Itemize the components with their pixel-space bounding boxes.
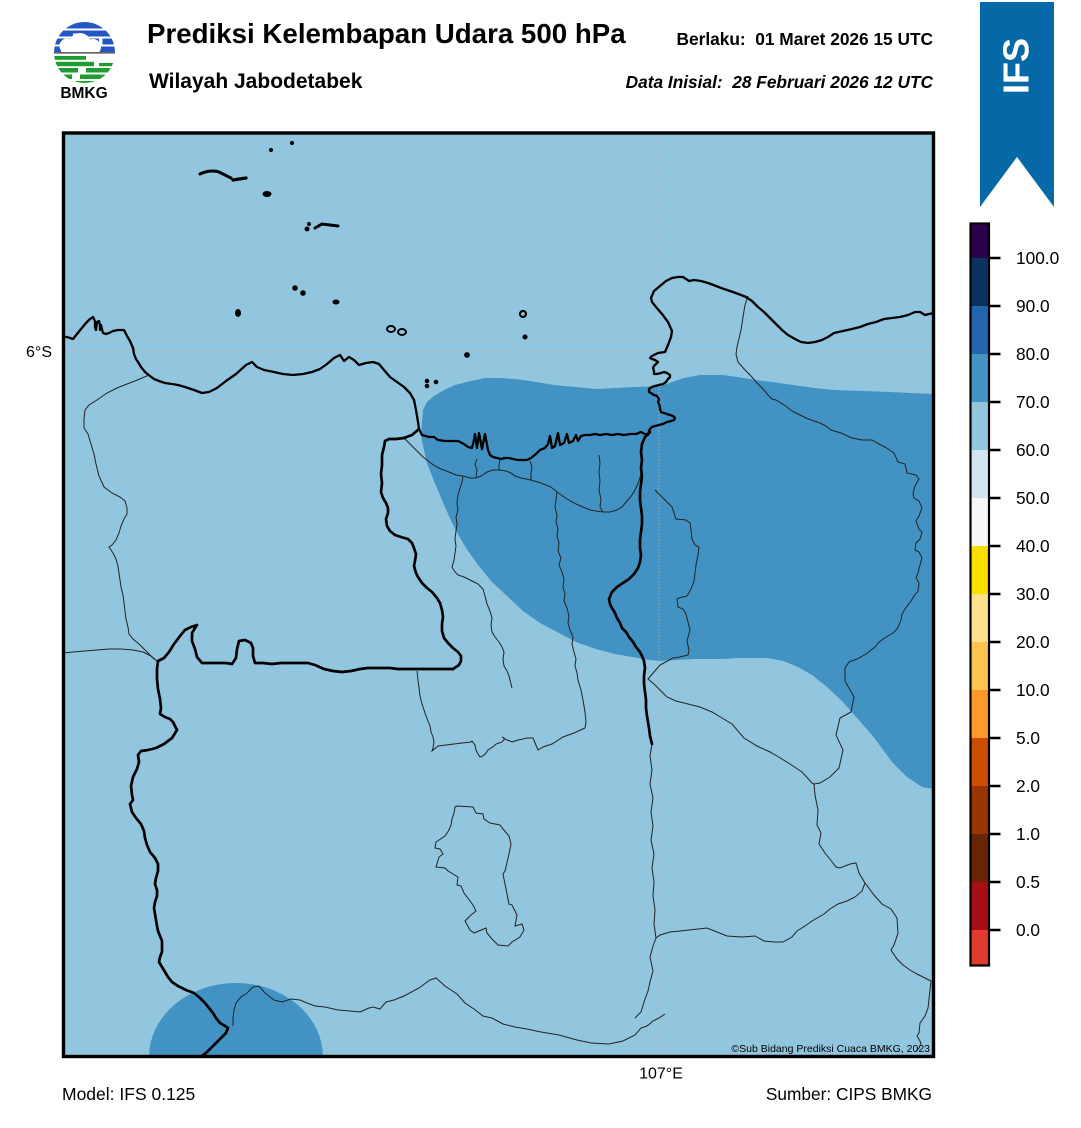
svg-text:20.0: 20.0	[1016, 632, 1050, 652]
svg-text:Berlaku: 01 Maret 2026 15 UTC: Berlaku: 01 Maret 2026 15 UTC	[677, 29, 933, 49]
svg-text:70.0: 70.0	[1016, 392, 1050, 412]
svg-text:Wilayah Jabodetabek: Wilayah Jabodetabek	[149, 70, 363, 93]
svg-text:5.0: 5.0	[1016, 728, 1040, 748]
svg-text:©Sub Bidang Prediksi Cuaca BMK: ©Sub Bidang Prediksi Cuaca BMKG, 2023	[731, 1043, 930, 1055]
svg-text:0.0: 0.0	[1016, 920, 1040, 940]
svg-text:30.0: 30.0	[1016, 584, 1050, 604]
svg-text:BMKG: BMKG	[60, 85, 107, 102]
svg-text:1.0: 1.0	[1016, 824, 1040, 844]
svg-text:Data Inisial: 28 Februari 202: Data Inisial: 28 Februari 2026 12 UTC	[626, 72, 934, 92]
svg-text:107°E: 107°E	[639, 1066, 683, 1083]
svg-text:60.0: 60.0	[1016, 440, 1050, 460]
svg-text:90.0: 90.0	[1016, 296, 1050, 316]
svg-text:40.0: 40.0	[1016, 536, 1050, 556]
svg-text:6°S: 6°S	[26, 344, 52, 361]
svg-text:Prediksi Kelembapan Udara 500: Prediksi Kelembapan Udara 500 hPa	[147, 18, 626, 49]
svg-text:Model: IFS 0.125: Model: IFS 0.125	[62, 1084, 195, 1104]
svg-text:80.0: 80.0	[1016, 344, 1050, 364]
svg-text:0.5: 0.5	[1016, 872, 1040, 892]
svg-text:Sumber: CIPS BMKG: Sumber: CIPS BMKG	[766, 1084, 932, 1104]
svg-text:100.0: 100.0	[1016, 248, 1059, 268]
svg-text:10.0: 10.0	[1016, 680, 1050, 700]
svg-text:IFS: IFS	[996, 38, 1037, 94]
svg-text:50.0: 50.0	[1016, 488, 1050, 508]
svg-text:2.0: 2.0	[1016, 776, 1040, 796]
